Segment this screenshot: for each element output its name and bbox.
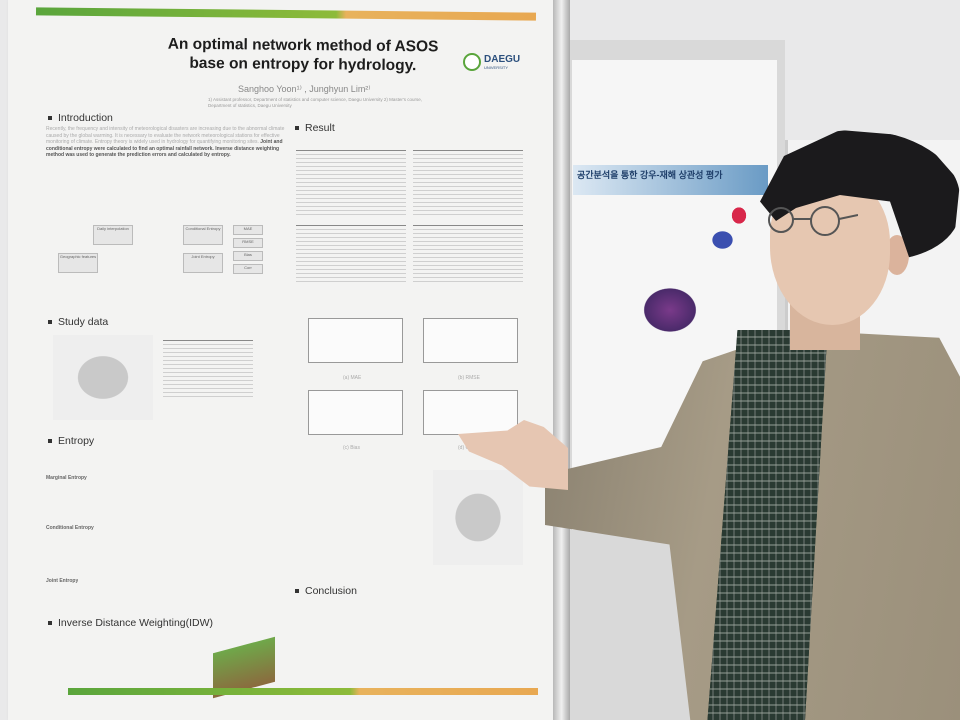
poster-top-bar [35, 7, 537, 21]
chart-bias [308, 390, 403, 435]
logo-name: DAEGU [484, 53, 521, 65]
station-map [433, 470, 523, 565]
result-table [413, 225, 523, 285]
chart-rmse [423, 318, 518, 363]
display-stand-pole [553, 0, 570, 720]
section-entropy: Entropy [48, 435, 94, 447]
chart-label: (d) Corr [458, 445, 476, 451]
result-table [296, 150, 406, 215]
neighbor-poster-banner: 공간분석을 통한 강우-재해 상관성 평가 [573, 165, 768, 195]
diagram-box: Joint Entropy [183, 253, 223, 273]
poster-title: An optimal network method of ASOS base o… [167, 35, 439, 75]
chart-label: (a) MAE [343, 375, 362, 381]
region-map [53, 335, 153, 420]
conditional-entropy-label: Conditional Entropy [46, 525, 94, 531]
result-table [296, 225, 406, 285]
glasses-icon [768, 206, 858, 236]
neighbor-map-figure [728, 203, 750, 228]
joint-entropy-label: Joint Entropy [46, 578, 79, 584]
poster-affiliations: 1) Assistant professor, Department of st… [208, 97, 422, 108]
university-seal-icon [463, 53, 481, 71]
logo-subtext: UNIVERSITY [484, 64, 509, 70]
section-result: Result [295, 122, 335, 134]
neighbor-map-figure [705, 225, 740, 255]
diagram-box: RMSE [233, 238, 263, 248]
diagram-box: Bias [233, 251, 263, 261]
result-table [413, 150, 523, 215]
research-poster: An optimal network method of ASOS base o… [8, 0, 553, 720]
location-table [163, 340, 253, 400]
poster-bottom-bar [68, 688, 538, 695]
neighbor-map-figure [640, 285, 700, 335]
section-idw: Inverse Distance Weighting(IDW) [48, 617, 213, 629]
section-conclusion: Conclusion [295, 585, 357, 597]
chart-corr [423, 390, 518, 435]
section-introduction: Introduction [48, 112, 113, 124]
chart-label: (b) RMSE [458, 375, 480, 381]
diagram-box: Daily interpolation [93, 225, 133, 245]
diagram-box: MAE [233, 225, 263, 235]
university-logo: DAEGU UNIVERSITY [463, 53, 520, 71]
chart-mae [308, 318, 403, 363]
poster-authors: Sanghoo Yoon¹⁾ , Junghyun Lim²⁾ [238, 84, 371, 94]
section-study-data: Study data [48, 316, 108, 328]
introduction-text: Recently, the frequency and intensity of… [46, 126, 285, 158]
marginal-entropy-label: Marginal Entropy [46, 475, 87, 481]
chart-label: (c) Bias [343, 445, 360, 451]
diagram-box: Corr [233, 264, 263, 274]
diagram-box: Conditional Entropy [183, 225, 223, 245]
diagram-box: Geographic features [58, 253, 98, 273]
